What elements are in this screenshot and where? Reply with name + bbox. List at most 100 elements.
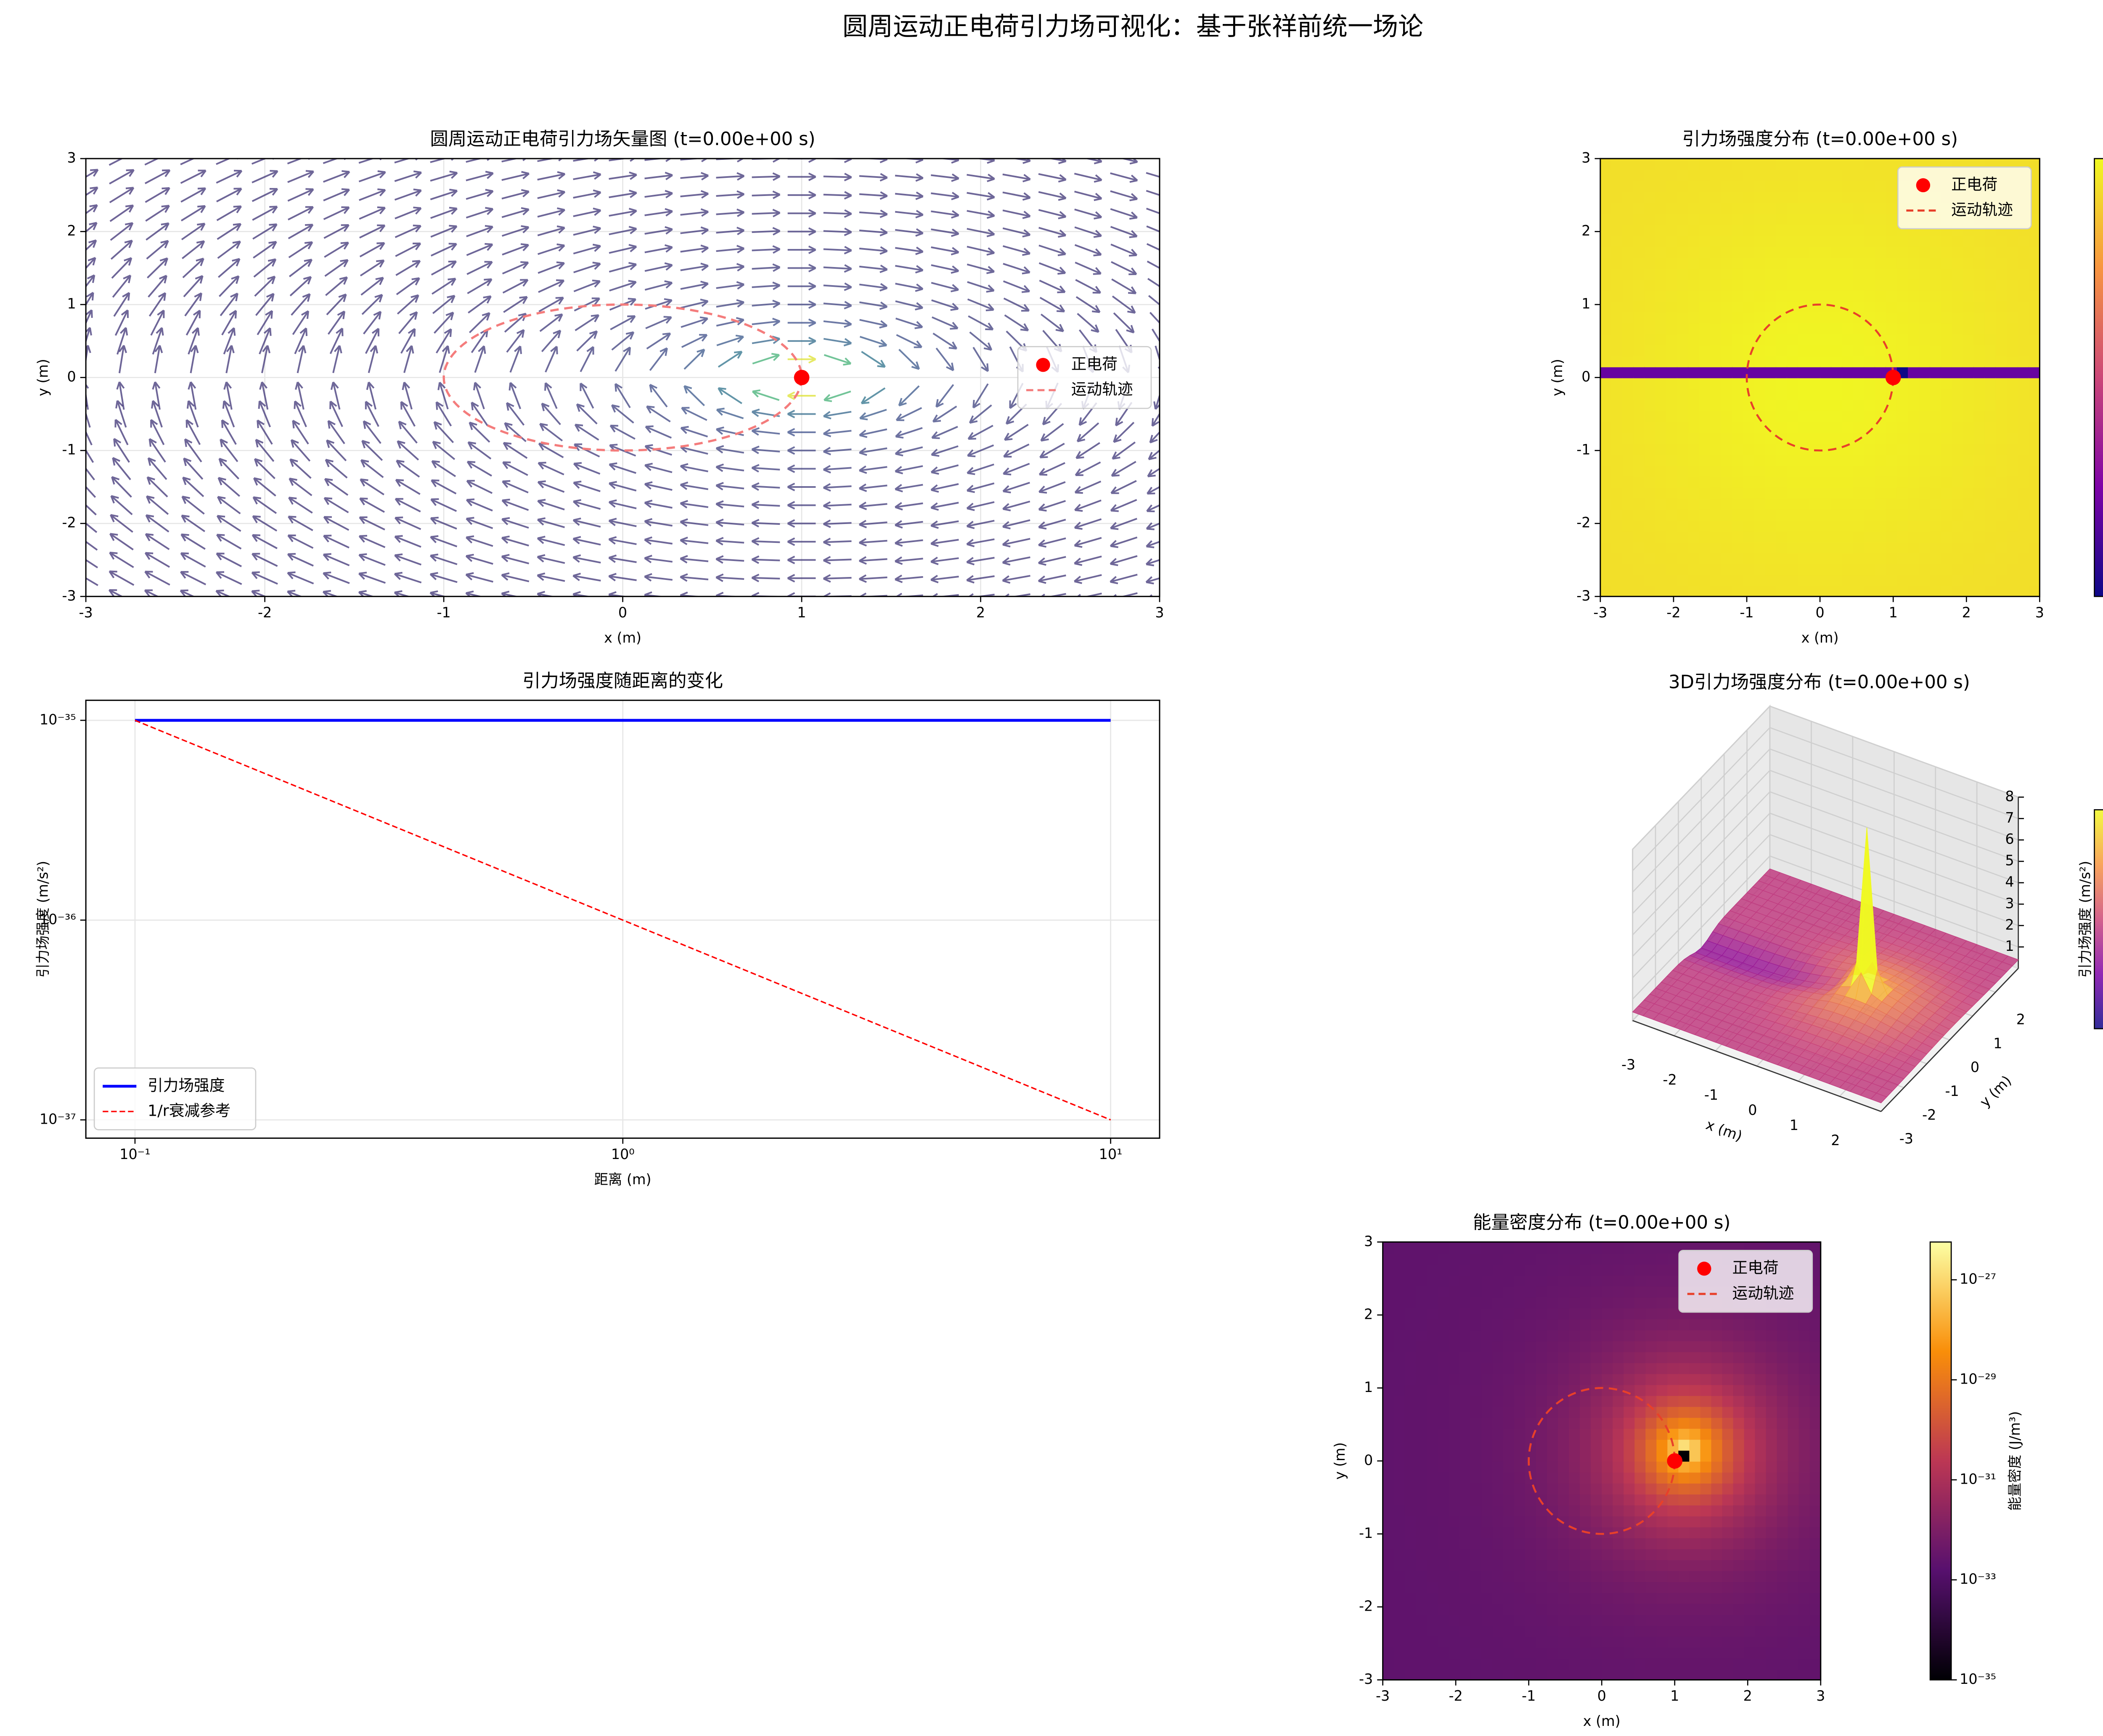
heatmap-cell — [1470, 1340, 1482, 1352]
arrow — [680, 190, 709, 199]
heatmap-cell — [1644, 257, 1656, 269]
heatmap-cell — [1459, 1636, 1471, 1648]
heatmap-cell — [1722, 1461, 1734, 1473]
heatmap-cell — [1426, 1471, 1438, 1484]
heatmap-cell — [1809, 1669, 1821, 1680]
heatmap-cell — [1656, 1669, 1669, 1680]
heatmap-cell — [1732, 432, 1744, 444]
arrow — [751, 537, 780, 546]
heatmap-cell — [1634, 1581, 1646, 1593]
arrow — [216, 515, 241, 532]
heatmap-cell — [1634, 1527, 1646, 1538]
heatmap-cell — [1514, 1527, 1526, 1538]
heatmap-cell — [1383, 1625, 1395, 1637]
heatmap-cell — [1633, 585, 1645, 597]
arrow — [580, 382, 594, 409]
heatmap-cell — [1415, 1592, 1428, 1604]
heatmap-cell — [1952, 268, 1964, 280]
heatmap-cell — [1754, 312, 1766, 324]
heatmap-cell — [1787, 224, 1799, 236]
heatmap-cell — [1514, 1275, 1526, 1287]
heatmap-cell — [1611, 191, 1623, 203]
arrow — [216, 188, 242, 203]
heatmap-cell — [1634, 1471, 1646, 1484]
heatmap-cell — [1744, 1340, 1756, 1352]
heatmap-cell — [1644, 202, 1656, 214]
arrow — [931, 445, 959, 457]
heatmap-cell — [1633, 213, 1645, 225]
heatmap-cell — [1700, 1362, 1712, 1374]
heatmap-cell — [1766, 1527, 1778, 1538]
heatmap-cell — [1908, 399, 1920, 411]
heatmap-cell — [1842, 399, 1854, 411]
heatmap-cell — [1622, 301, 1634, 313]
heatmap-cell — [1777, 1516, 1789, 1527]
heatmap-cell — [1754, 465, 1766, 477]
arrow — [145, 533, 170, 550]
arrow — [257, 310, 273, 336]
heatmap-cell — [1383, 1286, 1395, 1298]
heatmap-cell — [1952, 564, 1964, 575]
arrow — [180, 552, 206, 568]
heatmap-cell — [1569, 1351, 1581, 1363]
heatmap-cell — [1984, 410, 1997, 422]
arrow — [289, 458, 312, 479]
heatmap-cell — [1525, 1614, 1537, 1626]
heatmap-cell — [1721, 290, 1733, 302]
heatmap-cell — [1645, 1373, 1658, 1385]
heatmap-cell — [1952, 388, 1964, 400]
heatmap-cell — [1393, 1362, 1406, 1374]
heatmap-cell — [1765, 553, 1777, 564]
heatmap-cell — [1644, 585, 1656, 597]
heatmap-cell — [1787, 454, 1799, 466]
heatmap-cell — [1677, 333, 1689, 346]
arrow — [261, 345, 271, 373]
heatmap-cell — [2007, 509, 2018, 521]
heatmap-cell — [1908, 366, 1920, 378]
heatmap-cell — [1984, 487, 1997, 499]
arrow — [1075, 262, 1102, 275]
heatmap-cell — [1558, 1439, 1570, 1451]
arrow — [930, 502, 959, 511]
heatmap-cell — [1645, 1636, 1658, 1648]
heatmap-cell — [1930, 465, 1942, 477]
arrow — [1003, 280, 1030, 293]
heatmap-cell — [1743, 377, 1755, 389]
heatmap-cell — [1426, 1461, 1438, 1473]
arrow — [258, 400, 271, 428]
heatmap-cell — [1930, 333, 1942, 346]
heatmap-cell — [1514, 1516, 1526, 1527]
heatmap-cell — [1787, 213, 1799, 225]
heatmap-cell — [1777, 1625, 1789, 1637]
heatmap-cell — [1547, 1351, 1559, 1363]
heatmap-cell — [1481, 1286, 1493, 1298]
heatmap-cell — [1699, 213, 1711, 225]
heatmap-cell — [1437, 1647, 1449, 1659]
heatmap-cell — [1689, 1417, 1701, 1429]
heatmap-cell — [1558, 1581, 1570, 1593]
arrow — [152, 327, 164, 355]
heatmap-cell — [1656, 1647, 1669, 1659]
heatmap-cell — [1415, 1471, 1428, 1484]
heatmap-cell — [1896, 301, 1909, 313]
heatmap-cell — [1732, 323, 1744, 335]
heatmap-cell — [1699, 159, 1711, 170]
heatmap-cell — [2018, 235, 2029, 247]
heatmap-cell — [1777, 1669, 1789, 1680]
heatmap-cell — [1633, 520, 1645, 532]
arrow — [861, 351, 886, 368]
heatmap-cell — [1710, 301, 1722, 313]
arrow — [111, 476, 132, 498]
arrow — [823, 319, 852, 328]
y-tick-label: 1 — [1581, 296, 1590, 312]
heatmap-cell — [1777, 1658, 1789, 1670]
heatmap-cell — [1426, 1570, 1438, 1582]
heatmap-cell — [1984, 301, 1997, 313]
heatmap-cell — [1733, 1570, 1745, 1582]
heatmap-cell — [1699, 377, 1711, 389]
heatmap-cell — [1787, 169, 1799, 181]
grid-line — [1632, 770, 1770, 914]
heatmap-cell — [1875, 531, 1887, 542]
heatmap-cell — [1558, 1275, 1570, 1287]
